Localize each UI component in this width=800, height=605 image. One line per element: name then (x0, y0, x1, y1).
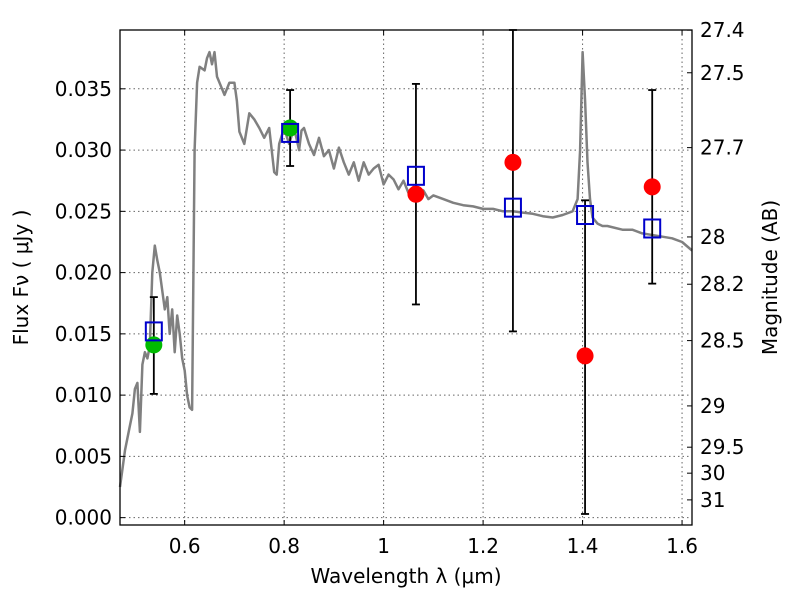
right-tick-label: 27.7 (700, 136, 745, 160)
right-tick-label: 28.2 (700, 272, 745, 296)
data-point-circle (407, 185, 425, 203)
right-tick-label: 28.5 (700, 329, 745, 353)
right-tick-label: 30 (700, 461, 725, 485)
y-tick-label: 0.000 (55, 506, 112, 530)
data-point-circle (281, 119, 299, 137)
right-tick-label: 27.5 (700, 61, 745, 85)
right-tick-label: 29 (700, 394, 725, 418)
model-point-square (144, 321, 163, 342)
model-spectrum-layer (118, 50, 693, 488)
data-point-circle (504, 153, 522, 171)
x-tick-label: 1.4 (567, 534, 599, 558)
x-tick-label: 1 (377, 534, 390, 558)
right-tick-label: 29.5 (700, 435, 745, 459)
model-point-square (503, 197, 522, 218)
y-tick-label: 0.025 (55, 199, 112, 223)
data-point-circle (145, 336, 163, 354)
model-point-square (281, 122, 300, 143)
ticks-layer: 0.6 0.8 1 1.2 1.4 1.6 0.000 0.005 0.010 0.015 0.02… (55, 18, 745, 558)
y-axis-label-right: Magnitude (AB) (758, 200, 782, 355)
model-point-square (576, 205, 595, 226)
model-point-square (406, 165, 425, 186)
markers-layer (144, 119, 662, 365)
plot-frame (119, 29, 693, 526)
right-tick-label: 31 (700, 488, 725, 512)
y-axis-label-left: Flux Fν ( μJy ) (9, 210, 33, 346)
y-tick-label: 0.005 (55, 444, 112, 468)
x-tick-label: 1.6 (666, 534, 698, 558)
model-point-square (643, 218, 662, 239)
data-point-circle (643, 178, 661, 196)
y-tick-label: 0.035 (55, 77, 112, 101)
x-tick-label: 1.2 (467, 534, 499, 558)
grid-lines (120, 30, 692, 525)
x-tick-label: 0.8 (268, 534, 300, 558)
y-tick-label: 0.015 (55, 322, 112, 346)
model-spectrum-line (118, 50, 693, 488)
y-tick-label: 0.010 (55, 383, 112, 407)
right-tick-label: 28 (700, 225, 725, 249)
data-point-circle (576, 347, 594, 365)
right-tick-label: 27.4 (700, 18, 745, 42)
x-axis-label: Wavelength λ (μm) (310, 564, 501, 588)
x-tick-label: 0.6 (169, 534, 201, 558)
y-tick-label: 0.030 (55, 138, 112, 162)
y-tick-label: 0.020 (55, 261, 112, 285)
